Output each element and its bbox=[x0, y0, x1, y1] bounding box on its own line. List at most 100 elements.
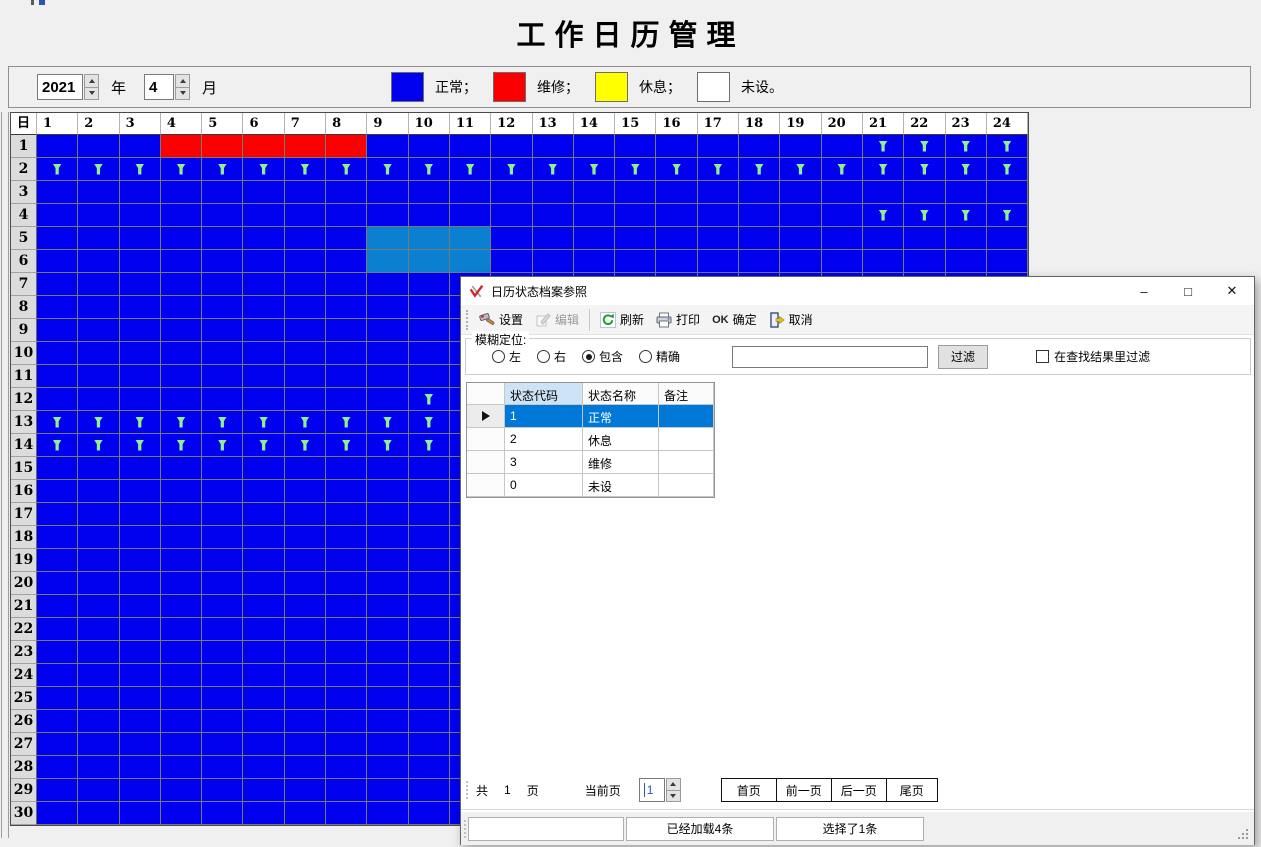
calendar-cell[interactable] bbox=[326, 595, 368, 618]
calendar-cell[interactable] bbox=[367, 273, 409, 296]
calendar-cell[interactable] bbox=[202, 227, 244, 250]
calendar-cell[interactable] bbox=[243, 135, 285, 158]
filter-text-input[interactable] bbox=[732, 345, 929, 368]
calendar-cell[interactable] bbox=[37, 457, 79, 480]
filter-in-results-checkbox[interactable]: 在查找结果里过滤 bbox=[1036, 348, 1150, 365]
calendar-cell[interactable] bbox=[532, 135, 574, 158]
calendar-cell[interactable] bbox=[119, 342, 161, 365]
year-up-button[interactable] bbox=[84, 74, 99, 88]
calendar-cell[interactable] bbox=[243, 756, 285, 779]
calendar-cell[interactable] bbox=[119, 457, 161, 480]
calendar-cell[interactable] bbox=[37, 526, 79, 549]
calendar-cell[interactable] bbox=[367, 250, 409, 273]
table-cell[interactable]: 维修 bbox=[583, 451, 659, 474]
calendar-cell[interactable] bbox=[78, 526, 120, 549]
calendar-cell[interactable] bbox=[739, 181, 781, 204]
calendar-cell[interactable] bbox=[78, 434, 120, 457]
calendar-cell[interactable] bbox=[326, 641, 368, 664]
calendar-cell[interactable] bbox=[449, 181, 492, 204]
calendar-cell[interactable] bbox=[37, 250, 79, 273]
calendar-cell[interactable] bbox=[284, 733, 327, 756]
calendar-cell[interactable] bbox=[119, 756, 161, 779]
calendar-cell[interactable] bbox=[37, 480, 79, 503]
calendar-cell[interactable] bbox=[739, 135, 781, 158]
calendar-cell[interactable] bbox=[37, 687, 79, 710]
calendar-cell[interactable] bbox=[986, 250, 1029, 273]
calendar-cell[interactable] bbox=[408, 135, 450, 158]
calendar-cell[interactable] bbox=[780, 181, 822, 204]
calendar-cell[interactable] bbox=[37, 296, 79, 319]
calendar-cell[interactable] bbox=[37, 503, 79, 526]
calendar-cell[interactable] bbox=[408, 227, 450, 250]
calendar-cell[interactable] bbox=[284, 710, 327, 733]
row-selector-cell[interactable] bbox=[467, 428, 505, 451]
calendar-cell[interactable] bbox=[408, 802, 450, 825]
calendar-cell[interactable] bbox=[202, 595, 244, 618]
calendar-cell[interactable] bbox=[37, 595, 79, 618]
calendar-cell[interactable] bbox=[326, 664, 368, 687]
current-page-value[interactable]: 1 bbox=[643, 783, 654, 797]
calendar-cell[interactable] bbox=[284, 756, 327, 779]
calendar-cell[interactable] bbox=[284, 503, 327, 526]
month-down-button[interactable] bbox=[175, 87, 191, 100]
calendar-cell[interactable] bbox=[326, 733, 368, 756]
calendar-cell[interactable] bbox=[37, 135, 79, 158]
calendar-cell[interactable] bbox=[160, 756, 203, 779]
calendar-cell[interactable] bbox=[367, 365, 409, 388]
calendar-cell[interactable] bbox=[202, 273, 244, 296]
calendar-cell[interactable] bbox=[904, 227, 946, 250]
calendar-cell[interactable] bbox=[78, 480, 120, 503]
calendar-cell[interactable] bbox=[160, 664, 203, 687]
calendar-cell[interactable] bbox=[202, 733, 244, 756]
first-page-button[interactable]: 首页 bbox=[721, 779, 777, 801]
calendar-cell[interactable] bbox=[284, 802, 327, 825]
calendar-cell[interactable] bbox=[37, 733, 79, 756]
calendar-cell[interactable] bbox=[367, 388, 409, 411]
calendar-cell[interactable] bbox=[78, 181, 120, 204]
calendar-cell[interactable] bbox=[367, 204, 409, 227]
calendar-cell[interactable] bbox=[37, 365, 79, 388]
calendar-cell[interactable] bbox=[573, 158, 616, 181]
calendar-cell[interactable] bbox=[367, 434, 409, 457]
calendar-cell[interactable] bbox=[37, 641, 79, 664]
calendar-cell[interactable] bbox=[78, 388, 120, 411]
calendar-cell[interactable] bbox=[160, 204, 203, 227]
calendar-cell[interactable] bbox=[243, 250, 285, 273]
calendar-cell[interactable] bbox=[408, 710, 450, 733]
calendar-cell[interactable] bbox=[408, 779, 450, 802]
calendar-cell[interactable] bbox=[78, 503, 120, 526]
calendar-cell[interactable] bbox=[821, 227, 863, 250]
calendar-cell[interactable] bbox=[367, 733, 409, 756]
ok-confirm-button[interactable]: OK 确定 bbox=[706, 308, 763, 331]
row-selector-cell[interactable] bbox=[467, 474, 505, 497]
calendar-cell[interactable] bbox=[284, 641, 327, 664]
calendar-cell[interactable] bbox=[408, 365, 450, 388]
calendar-cell[interactable] bbox=[37, 319, 79, 342]
calendar-cell[interactable] bbox=[37, 779, 79, 802]
calendar-cell[interactable] bbox=[367, 503, 409, 526]
page-up-button[interactable] bbox=[665, 778, 681, 791]
calendar-cell[interactable] bbox=[202, 411, 244, 434]
calendar-cell[interactable] bbox=[615, 204, 657, 227]
calendar-cell[interactable] bbox=[202, 802, 244, 825]
calendar-cell[interactable] bbox=[615, 181, 657, 204]
calendar-cell[interactable] bbox=[326, 549, 368, 572]
calendar-cell[interactable] bbox=[243, 618, 285, 641]
calendar-cell[interactable] bbox=[202, 457, 244, 480]
table-cell[interactable]: 2 bbox=[505, 428, 583, 451]
month-value[interactable]: 4 bbox=[144, 74, 175, 100]
table-cell[interactable]: 正常 bbox=[583, 405, 659, 428]
calendar-cell[interactable] bbox=[284, 549, 327, 572]
month-up-button[interactable] bbox=[175, 74, 191, 88]
calendar-cell[interactable] bbox=[78, 204, 120, 227]
calendar-cell[interactable] bbox=[202, 779, 244, 802]
calendar-cell[interactable] bbox=[904, 204, 946, 227]
calendar-cell[interactable] bbox=[202, 503, 244, 526]
calendar-cell[interactable] bbox=[119, 250, 161, 273]
calendar-cell[interactable] bbox=[202, 342, 244, 365]
calendar-cell[interactable] bbox=[78, 227, 120, 250]
calendar-cell[interactable] bbox=[986, 204, 1029, 227]
calendar-cell[interactable] bbox=[119, 181, 161, 204]
calendar-cell[interactable] bbox=[284, 779, 327, 802]
calendar-cell[interactable] bbox=[243, 503, 285, 526]
